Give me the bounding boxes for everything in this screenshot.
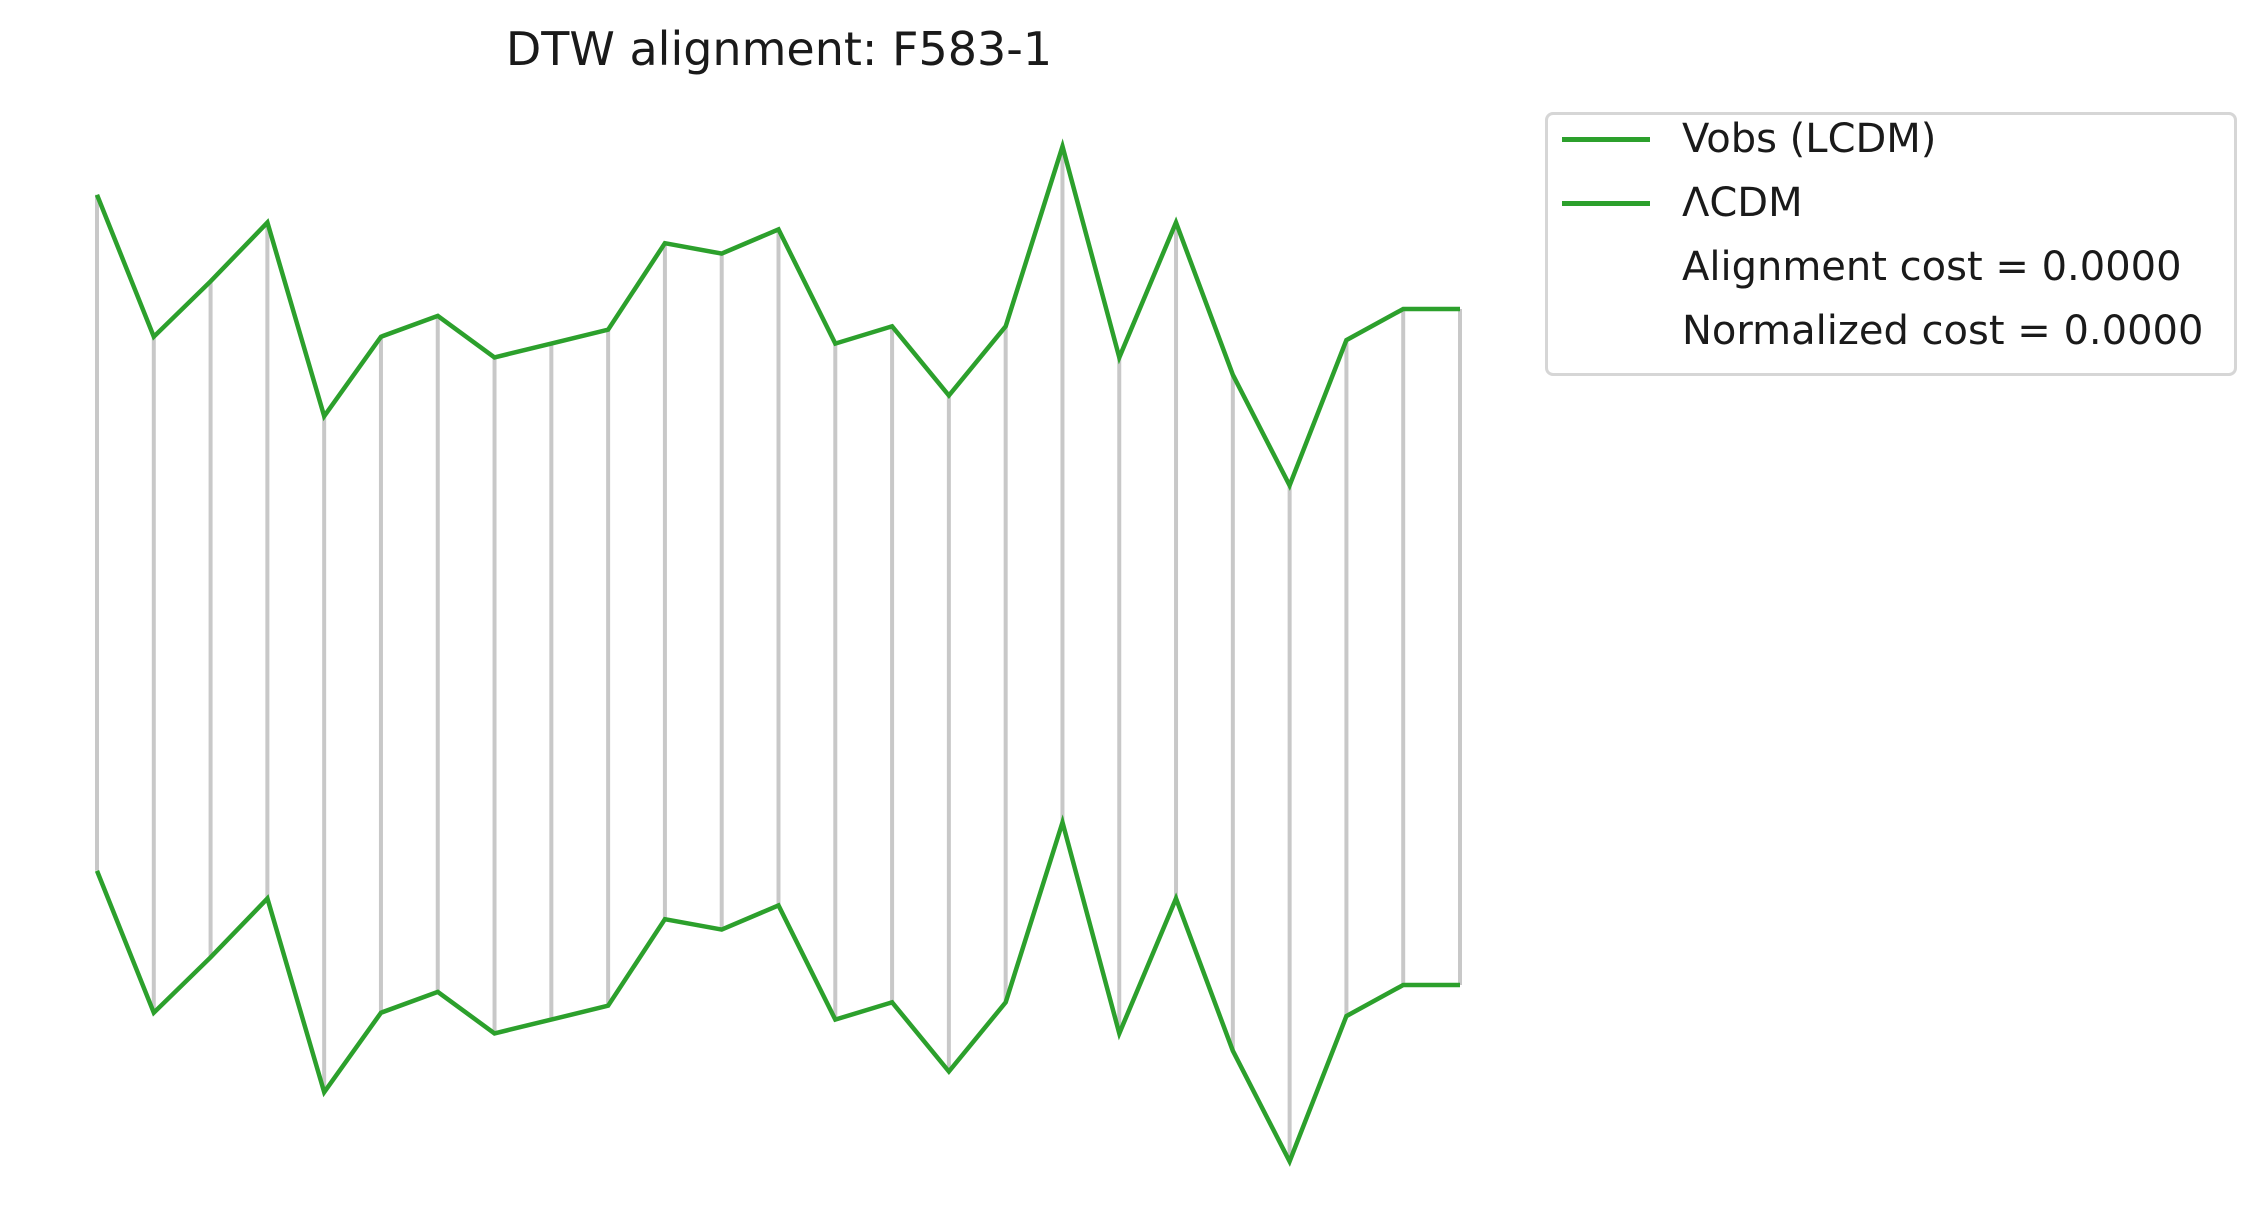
legend-label-alignment-cost: Alignment cost = 0.0000 (1682, 244, 2182, 290)
legend-item-alignment-cost: Alignment cost = 0.0000 (1548, 235, 2182, 299)
legend-label-normalized-cost: Normalized cost = 0.0000 (1682, 308, 2204, 354)
legend-swatch-alignment-cost (1562, 265, 1650, 270)
legend-swatch-vobs (1562, 136, 1650, 142)
legend-swatch-lcdm (1562, 200, 1650, 206)
plot-area (94, 138, 1462, 1167)
chart-title: DTW alignment: F583-1 (505, 22, 1053, 76)
legend-swatch-normalized-cost (1562, 329, 1650, 334)
legend-label-lcdm: ΛCDM (1682, 180, 1803, 226)
legend-item-vobs: Vobs (LCDM) (1548, 107, 1936, 171)
legend-item-normalized-cost: Normalized cost = 0.0000 (1548, 299, 2203, 363)
legend-label-vobs: Vobs (LCDM) (1682, 116, 1937, 162)
legend: Vobs (LCDM) ΛCDM Alignment cost = 0.0000 No… (1545, 112, 2237, 376)
legend-item-lcdm: ΛCDM (1548, 171, 1803, 235)
